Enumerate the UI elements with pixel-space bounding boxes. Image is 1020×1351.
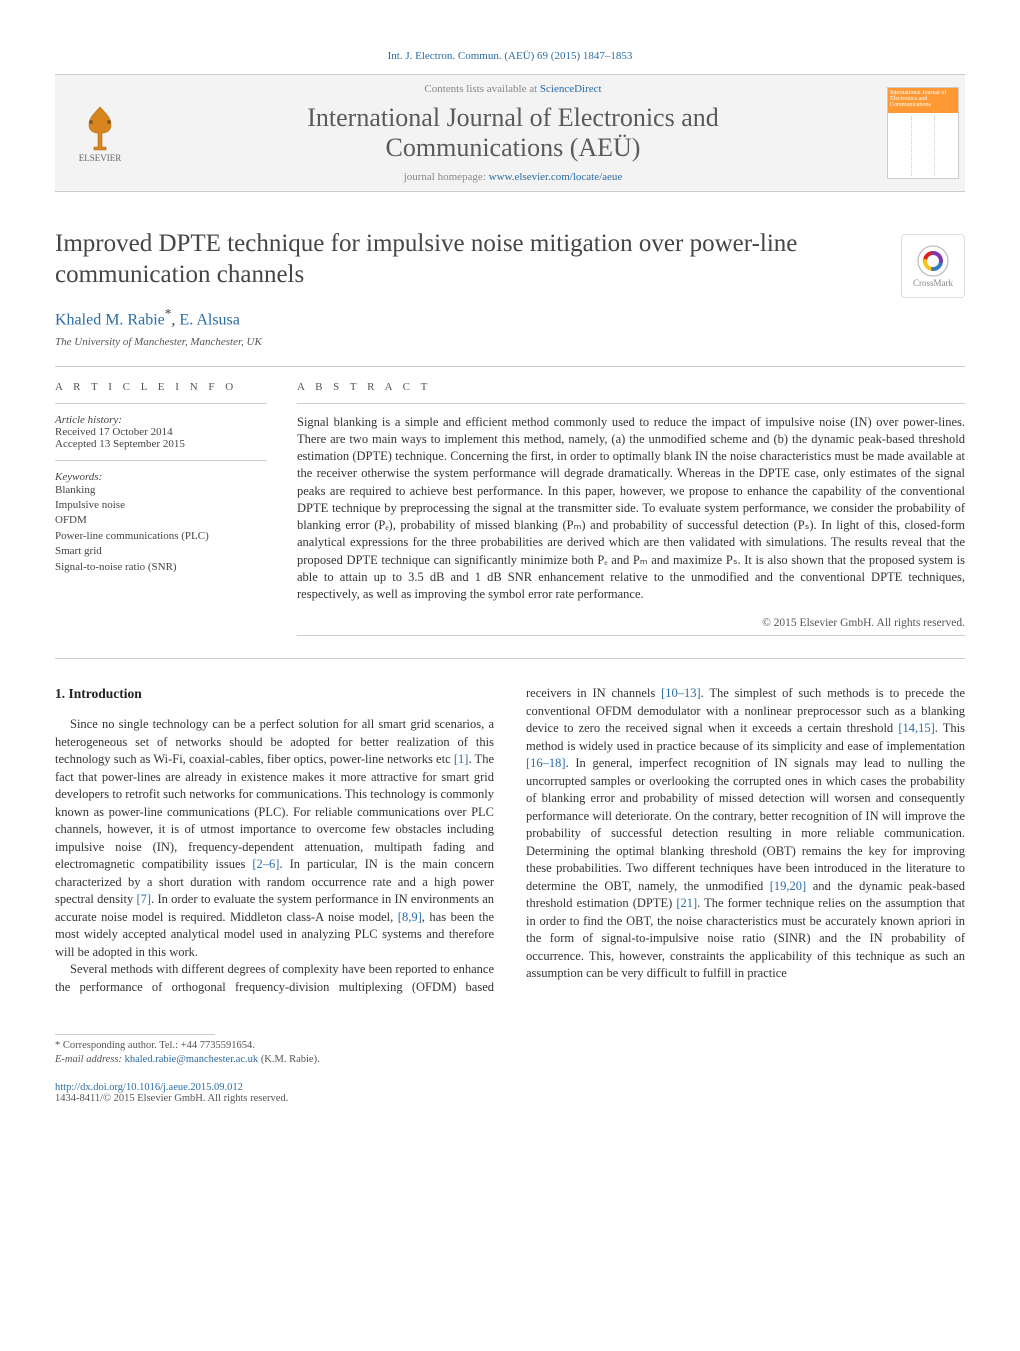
email-line: E-mail address: khaled.rabie@manchester.… bbox=[55, 1053, 965, 1067]
cover-title: International Journal of Electronics and… bbox=[890, 90, 956, 116]
keyword: Blanking bbox=[55, 483, 267, 498]
author-1[interactable]: Khaled M. Rabie bbox=[55, 312, 165, 329]
ref-link[interactable]: [1] bbox=[454, 752, 469, 766]
journal-title-line2: Communications (AEÜ) bbox=[386, 133, 641, 162]
keyword: OFDM bbox=[55, 513, 267, 528]
keyword: Power-line communications (PLC) bbox=[55, 529, 267, 544]
text-run: . In general, imperfect recognition of I… bbox=[526, 756, 965, 893]
journal-homepage-link[interactable]: www.elsevier.com/locate/aeue bbox=[489, 171, 623, 183]
journal-title: International Journal of Electronics and… bbox=[139, 103, 887, 163]
doi-link[interactable]: http://dx.doi.org/10.1016/j.aeue.2015.09… bbox=[55, 1082, 965, 1093]
body-two-column: 1. Introduction Since no single technolo… bbox=[55, 685, 965, 996]
keyword: Smart grid bbox=[55, 544, 267, 559]
homepage-prefix: journal homepage: bbox=[404, 171, 489, 183]
email-suffix: (K.M. Rabie). bbox=[258, 1054, 320, 1065]
corresponding-author-note: * Corresponding author. Tel.: +44 773559… bbox=[55, 1039, 965, 1053]
contents-available-line: Contents lists available at ScienceDirec… bbox=[139, 83, 887, 95]
article-history-label: Article history: bbox=[55, 414, 267, 426]
ref-link[interactable]: [2–6] bbox=[252, 857, 279, 871]
email-label: E-mail address: bbox=[55, 1054, 125, 1065]
footnote-separator bbox=[55, 1034, 215, 1035]
abstract-body: Signal blanking is a simple and efficien… bbox=[297, 414, 965, 604]
keyword: Impulsive noise bbox=[55, 498, 267, 513]
ref-link[interactable]: [8,9] bbox=[398, 910, 422, 924]
journal-title-line1: International Journal of Electronics and bbox=[307, 103, 719, 132]
section-1-heading: 1. Introduction bbox=[55, 685, 494, 704]
article-info-heading: a r t i c l e i n f o bbox=[55, 381, 267, 393]
footnotes: * Corresponding author. Tel.: +44 773559… bbox=[55, 1039, 965, 1067]
journal-header: ELSEVIER Contents lists available at Sci… bbox=[55, 74, 965, 192]
keywords-label: Keywords: bbox=[55, 471, 267, 483]
contents-prefix: Contents lists available at bbox=[424, 83, 539, 95]
crossmark-label: CrossMark bbox=[913, 278, 953, 288]
elsevier-logo: ELSEVIER bbox=[61, 90, 139, 176]
issn-copyright-line: 1434-8411/© 2015 Elsevier GmbH. All righ… bbox=[55, 1093, 965, 1104]
keyword: Signal-to-noise ratio (SNR) bbox=[55, 560, 267, 575]
journal-cover-thumbnail: International Journal of Electronics and… bbox=[887, 87, 959, 179]
elsevier-wordmark: ELSEVIER bbox=[79, 153, 122, 163]
divider bbox=[55, 366, 965, 367]
abstract-heading: a b s t r a c t bbox=[297, 381, 965, 393]
crossmark-badge[interactable]: CrossMark bbox=[901, 234, 965, 298]
journal-homepage-line: journal homepage: www.elsevier.com/locat… bbox=[139, 171, 887, 183]
header-center: Contents lists available at ScienceDirec… bbox=[139, 83, 887, 183]
paragraph: Since no single technology can be a perf… bbox=[55, 716, 494, 961]
received-date: Received 17 October 2014 bbox=[55, 426, 267, 438]
ref-link[interactable]: [10–13] bbox=[661, 686, 701, 700]
ref-link[interactable]: [19,20] bbox=[770, 879, 806, 893]
abstract-column: a b s t r a c t Signal blanking is a sim… bbox=[297, 381, 965, 637]
ref-link[interactable]: [7] bbox=[136, 892, 151, 906]
ref-link[interactable]: [21] bbox=[676, 896, 697, 910]
full-width-divider bbox=[55, 658, 965, 659]
author-2[interactable]: E. Alsusa bbox=[179, 312, 239, 329]
ref-link[interactable]: [14,15] bbox=[898, 721, 934, 735]
elsevier-tree-icon bbox=[77, 103, 123, 153]
abstract-copyright: © 2015 Elsevier GmbH. All rights reserve… bbox=[297, 617, 965, 629]
sciencedirect-link[interactable]: ScienceDirect bbox=[540, 83, 602, 95]
authors-line: Khaled M. Rabie*, E. Alsusa bbox=[55, 306, 965, 329]
article-info-column: a r t i c l e i n f o Article history: R… bbox=[55, 381, 267, 637]
paper-title: Improved DPTE technique for impulsive no… bbox=[55, 228, 815, 291]
text-run: . The fact that power-lines are already … bbox=[55, 752, 494, 871]
affiliation: The University of Manchester, Manchester… bbox=[55, 336, 965, 348]
crossmark-icon bbox=[916, 244, 950, 278]
keywords-list: Blanking Impulsive noise OFDM Power-line… bbox=[55, 483, 267, 575]
accepted-date: Accepted 13 September 2015 bbox=[55, 438, 267, 450]
text-run: Since no single technology can be a perf… bbox=[55, 717, 494, 766]
running-citation: Int. J. Electron. Commun. (AEÜ) 69 (2015… bbox=[55, 50, 965, 62]
author-email-link[interactable]: khaled.rabie@manchester.ac.uk bbox=[125, 1054, 259, 1065]
ref-link[interactable]: [16–18] bbox=[526, 756, 566, 770]
